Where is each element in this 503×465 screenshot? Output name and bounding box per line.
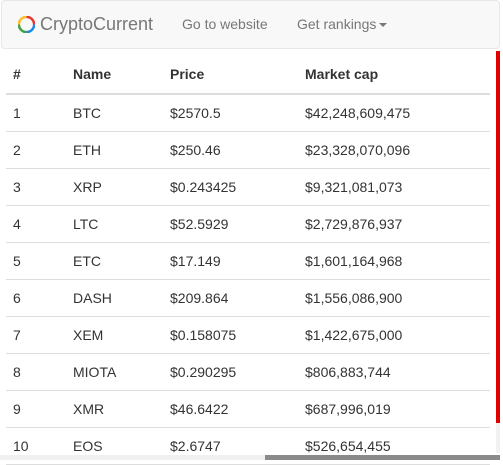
cell-name: DASH	[66, 279, 163, 317]
cell-rank: 2	[6, 131, 66, 169]
cell-price: $2570.5	[163, 94, 298, 132]
brand-name: CryptoCurrent	[40, 14, 154, 34]
cell-rank: 3	[6, 168, 66, 206]
table-header-row: # Name Price Market cap	[6, 55, 490, 95]
brand-logo-icon	[18, 16, 35, 33]
table-row: 8 MIOTA $0.290295 $806,883,744	[6, 353, 490, 391]
horizontal-scrollbar-track[interactable]	[0, 455, 500, 460]
table-row: 4 LTC $52.5929 $2,729,876,937	[6, 205, 490, 243]
table-row: 7 XEM $0.158075 $1,422,675,000	[6, 316, 490, 354]
cell-market-cap: $23,328,070,096	[298, 131, 490, 169]
cell-name: XMR	[66, 390, 163, 428]
navbar: CryptoCurrent Go to website Get rankings	[1, 0, 500, 49]
cell-market-cap: $1,556,086,900	[298, 279, 490, 317]
cell-name: XRP	[66, 168, 163, 206]
cell-market-cap: $1,422,675,000	[298, 316, 490, 354]
header-price: Price	[163, 55, 298, 95]
cell-rank: 6	[6, 279, 66, 317]
go-to-website-link[interactable]: Go to website	[182, 16, 268, 32]
cell-rank: 5	[6, 242, 66, 280]
brand-link[interactable]: CryptoCurrent	[18, 1, 153, 48]
cell-rank: 7	[6, 316, 66, 354]
vertical-scrollbar-thumb[interactable]	[496, 51, 500, 423]
cell-rank: 9	[6, 390, 66, 428]
cell-price: $17.149	[163, 242, 298, 280]
rankings-table: # Name Price Market cap 1 BTC $2570.5 $4…	[6, 55, 490, 465]
cell-rank: 4	[6, 205, 66, 243]
cell-price: $209.864	[163, 279, 298, 317]
header-name: Name	[66, 55, 163, 95]
table-row: 9 XMR $46.6422 $687,996,019	[6, 390, 490, 428]
cell-name: MIOTA	[66, 353, 163, 391]
cell-price: $0.290295	[163, 353, 298, 391]
cell-market-cap: $1,601,164,968	[298, 242, 490, 280]
header-rank: #	[6, 55, 66, 95]
get-rankings-dropdown[interactable]: Get rankings	[297, 1, 388, 48]
cell-price: $46.6422	[163, 390, 298, 428]
get-rankings-label: Get rankings	[297, 16, 377, 32]
cell-name: ETC	[66, 242, 163, 280]
cell-name: XEM	[66, 316, 163, 354]
table-row: 6 DASH $209.864 $1,556,086,900	[6, 279, 490, 317]
table-row: 1 BTC $2570.5 $42,248,609,475	[6, 94, 490, 132]
cell-market-cap: $9,321,081,073	[298, 168, 490, 206]
cell-price: $0.158075	[163, 316, 298, 354]
cell-market-cap: $687,996,019	[298, 390, 490, 428]
horizontal-scrollbar-thumb[interactable]	[265, 455, 500, 460]
cell-market-cap: $2,729,876,937	[298, 205, 490, 243]
cell-rank: 1	[6, 94, 66, 132]
cell-name: BTC	[66, 94, 163, 132]
table-row: 2 ETH $250.46 $23,328,070,096	[6, 131, 490, 169]
cell-price: $0.243425	[163, 168, 298, 206]
table-row: 3 XRP $0.243425 $9,321,081,073	[6, 168, 490, 206]
header-market-cap: Market cap	[298, 55, 490, 95]
cell-market-cap: $806,883,744	[298, 353, 490, 391]
cell-name: ETH	[66, 131, 163, 169]
cell-price: $250.46	[163, 131, 298, 169]
cell-name: LTC	[66, 205, 163, 243]
vertical-scrollbar-track[interactable]	[496, 423, 500, 453]
caret-down-icon	[379, 23, 388, 28]
cell-rank: 8	[6, 353, 66, 391]
cell-price: $52.5929	[163, 205, 298, 243]
table-row: 5 ETC $17.149 $1,601,164,968	[6, 242, 490, 280]
cell-market-cap: $42,248,609,475	[298, 94, 490, 132]
